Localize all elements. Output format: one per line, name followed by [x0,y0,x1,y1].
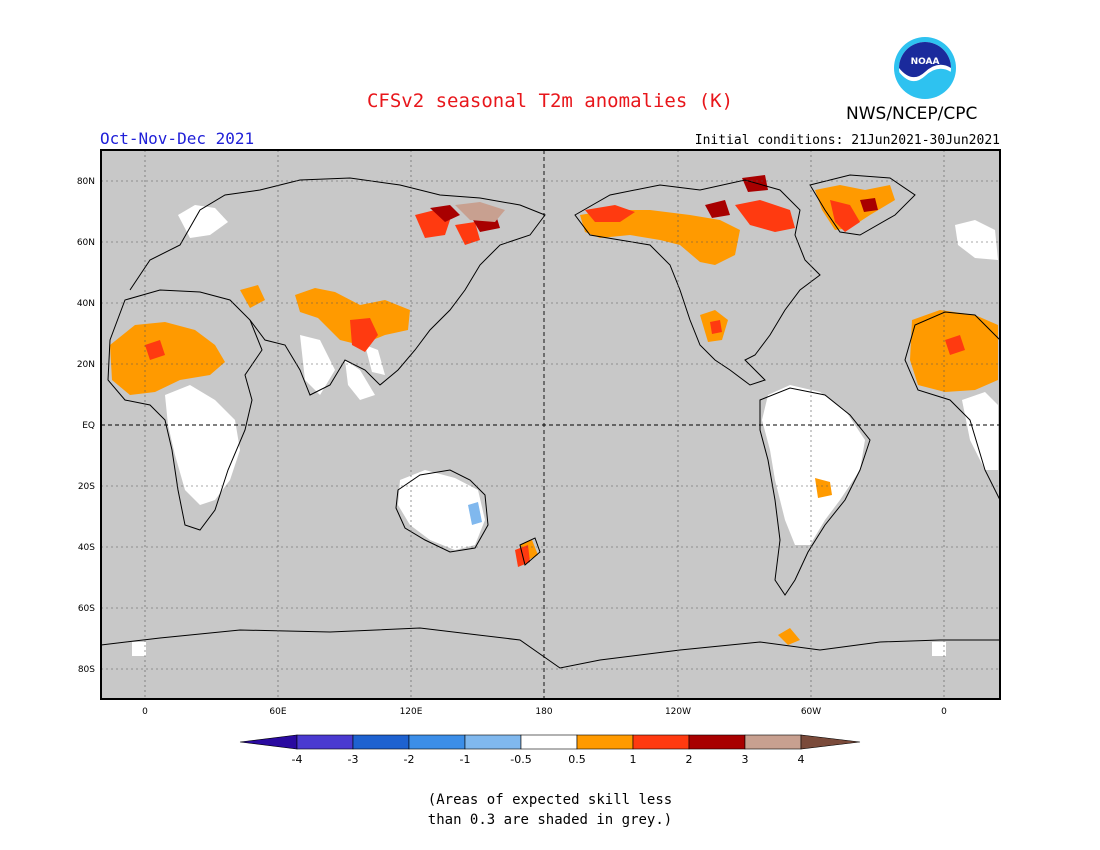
lat-label: 40N [77,299,95,309]
colorbar-swatch [744,734,802,750]
colorbar-tick-label: 1 [630,753,637,766]
noaa-logo-text: NOAA [911,57,940,67]
lat-label: EQ [82,421,95,431]
colorbar-tick-label: 3 [742,753,749,766]
warmer-anomaly-regions [145,200,965,567]
graticule [101,150,1000,699]
colorbar-swatch [576,734,634,750]
latitude-labels: 80N 60N 40N 20N EQ 20S 40S 60S 80S [77,177,95,675]
warm-anomaly-regions [110,185,998,645]
lon-label: 0 [142,707,148,717]
colorbar-swatch [632,734,690,750]
map-title: CFSv2 seasonal T2m anomalies (K) [366,90,734,112]
colorbar-swatch [688,734,746,750]
lon-label: 180 [535,707,552,717]
forecast-period: Oct-Nov-Dec 2021 [100,129,255,148]
lat-label: 80N [77,177,95,187]
colorbar-swatch [520,734,578,750]
colorbar-swatch [296,734,354,750]
colorbar-tick-label: -0.5 [510,753,531,766]
colorbar-arrow-right [800,734,861,750]
longitude-labels: 0 60E 120E 180 120W 60W 0 [142,707,947,717]
lon-label: 0 [941,707,947,717]
colorbar-swatch [352,734,410,750]
cool-anomaly-regions [468,502,482,525]
colorbar-swatch [464,734,522,750]
noaa-logo: NOAA [894,37,956,99]
lon-label: 120W [665,707,691,717]
lat-label: 80S [78,665,95,675]
skill-note-line1: (Areas of expected skill less [427,792,673,808]
colorbar-swatch [408,734,466,750]
lat-label: 60S [78,604,95,614]
initial-conditions: Initial conditions: 21Jun2021-30Jun2021 [694,133,1000,148]
colorbar-tick-label: 0.5 [568,753,586,766]
colorbar-arrow-left [239,734,298,750]
colorbar-tick-label: -4 [292,753,303,766]
colorbar-tick-label: -1 [460,753,471,766]
colorbar-tick-label: 4 [798,753,805,766]
lon-label: 60W [801,707,821,717]
skill-note-line2: than 0.3 are shaded in grey.) [427,812,673,828]
colorbar-tick-label: 2 [686,753,693,766]
lat-label: 20S [78,482,95,492]
colorbar-legend: -4 -3 -2 -1 -0.5 0.5 1 2 3 4 [239,734,861,766]
colorbar-tick-label: -3 [348,753,359,766]
very-warm-anomaly-regions [455,202,505,222]
world-map [100,149,1001,700]
lat-label: 20N [77,360,95,370]
lat-label: 60N [77,238,95,248]
lon-label: 60E [269,707,286,717]
equator-dateline [101,150,1000,699]
lon-label: 120E [400,707,423,717]
lat-label: 40S [78,543,95,553]
coastlines [100,174,1001,669]
agency-label: NWS/NCEP/CPC [846,104,978,124]
colorbar-tick-label: -2 [404,753,415,766]
